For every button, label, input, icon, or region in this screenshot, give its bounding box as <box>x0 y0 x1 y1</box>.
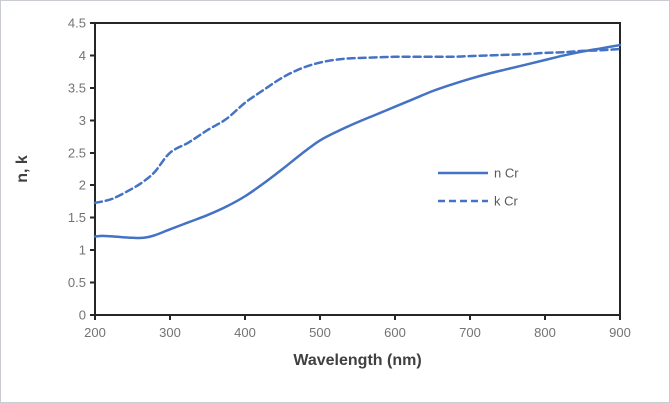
x-tick-label: 200 <box>84 325 106 340</box>
legend-label-n-cr: n Cr <box>494 166 519 181</box>
k-cr-line <box>93 47 622 204</box>
y-tick-label: 1.5 <box>68 210 86 225</box>
x-axis-title: Wavelength (nm) <box>293 352 421 369</box>
y-tick-label: 2 <box>79 178 86 193</box>
y-tick-label: 3 <box>79 113 86 128</box>
y-tick-label: 0 <box>79 308 86 323</box>
y-axis-title: n, k <box>14 155 31 183</box>
x-tick-label: 400 <box>234 325 256 340</box>
y-tick-label: 4 <box>79 48 86 63</box>
y-tick-label: 1 <box>79 243 86 258</box>
n-cr-line <box>93 43 622 240</box>
x-tick-label: 900 <box>609 325 631 340</box>
plot-area-border <box>94 22 621 316</box>
x-tick-label: 700 <box>459 325 481 340</box>
x-tick-label: 800 <box>534 325 556 340</box>
x-tick-label: 300 <box>159 325 181 340</box>
x-tick-label: 500 <box>309 325 331 340</box>
legend-label-k-cr: k Cr <box>494 194 519 209</box>
y-tick-label: 0.5 <box>68 275 86 290</box>
x-tick-label: 600 <box>384 325 406 340</box>
y-tick-label: 2.5 <box>68 145 86 160</box>
y-tick-label: 3.5 <box>68 80 86 95</box>
y-tick-label: 4.5 <box>68 16 86 31</box>
